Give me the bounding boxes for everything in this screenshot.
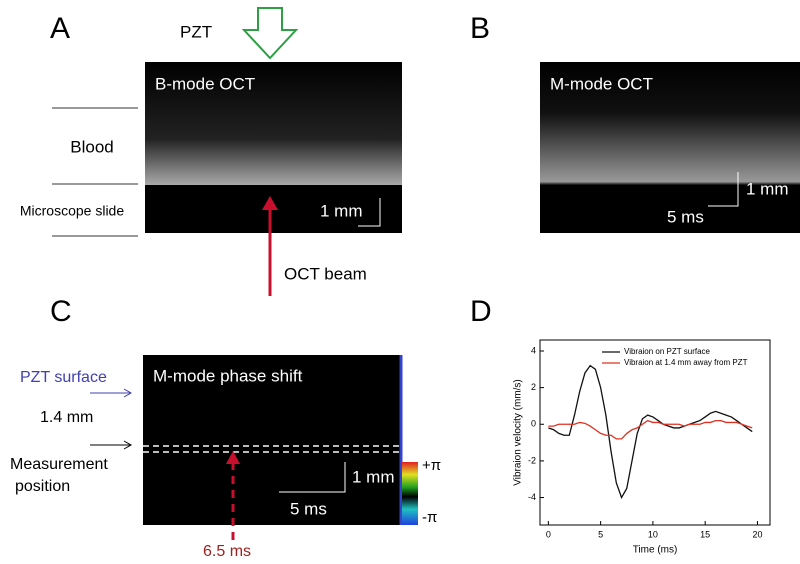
panel-label: B — [470, 12, 490, 45]
chart: 0 5 10 15 20 -4 -2 0 2 4 Time (ms) Vibraion velocit… — [513, 339, 771, 556]
x-tick-label: 5 — [598, 529, 603, 539]
legend-label: Vibraion on PZT surface — [624, 347, 711, 356]
panel-label: C — [50, 295, 72, 328]
surface-label: PZT surface — [20, 369, 107, 386]
y-tick-label: -4 — [528, 492, 536, 502]
time-label: 6.5 ms — [203, 543, 251, 560]
scale-y: 1 mm — [746, 179, 789, 198]
colorbar — [402, 462, 418, 525]
series-line — [548, 419, 753, 440]
scale-bar — [358, 198, 381, 227]
x-tick-label: 10 — [648, 529, 658, 539]
legend-label: Vibraion at 1.4 mm away from PZT — [624, 358, 748, 367]
y-tick-label: 4 — [531, 345, 536, 355]
plot-frame — [539, 339, 771, 526]
y-tick-label: 2 — [531, 382, 536, 392]
x-tick-label: 0 — [546, 529, 551, 539]
cbar-top: +π — [422, 457, 441, 474]
time-arrow-head — [226, 451, 240, 464]
panel-label: A — [50, 12, 70, 45]
scale-x: 5 ms — [667, 207, 704, 226]
x-tick-label: 15 — [700, 529, 710, 539]
surface-arrow-head — [123, 388, 133, 398]
scale-label: 1 mm — [320, 201, 363, 220]
scale-x: 5 ms — [290, 499, 327, 518]
panel-label: D — [470, 295, 492, 328]
blood-label: Blood — [70, 137, 113, 156]
m-mode-image — [540, 62, 800, 233]
scale-bar — [279, 462, 346, 493]
series-line — [548, 364, 753, 500]
image-title: B-mode OCT — [155, 74, 255, 93]
scale-bar — [708, 172, 739, 207]
scale-y: 1 mm — [352, 467, 395, 486]
x-axis-label: Time (ms) — [633, 545, 678, 556]
distance-label: 1.4 mm — [40, 409, 93, 426]
y-tick-label: -2 — [528, 455, 536, 465]
beam-label: OCT beam — [284, 264, 367, 283]
beam-arrow-head — [262, 196, 278, 210]
image-title: M-mode OCT — [550, 74, 653, 93]
phase-image — [143, 355, 402, 525]
pzt-label: PZT — [180, 22, 212, 41]
measurement-label: Measurement — [10, 456, 108, 473]
measurement-label: position — [15, 478, 70, 495]
x-tick-label: 20 — [752, 529, 762, 539]
cbar-bottom: -π — [422, 509, 437, 526]
image-title: M-mode phase shift — [153, 366, 303, 385]
slide-label: Microscope slide — [20, 203, 124, 219]
y-tick-label: 0 — [531, 419, 536, 429]
measure-arrow-head — [123, 440, 133, 450]
y-axis-label: Vibraion velocity (mm/s) — [513, 379, 524, 486]
pzt-arrow — [241, 7, 299, 60]
